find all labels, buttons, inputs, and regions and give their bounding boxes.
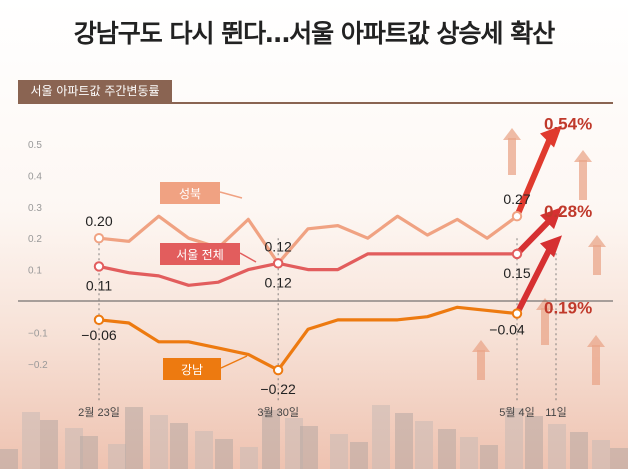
skyline-building — [415, 421, 433, 469]
up-arrow — [593, 245, 601, 275]
subtitle-rule — [18, 102, 613, 104]
legend-seongbuk-box — [160, 182, 220, 204]
skyline-building — [0, 449, 18, 469]
y-tick-label: −0.1 — [28, 328, 48, 339]
skyline-building — [350, 442, 368, 469]
skyline-building — [170, 423, 188, 469]
up-arrow-head — [503, 128, 521, 140]
skyline-building — [125, 407, 143, 469]
series-jump-arrow — [514, 245, 553, 317]
skyline-building — [65, 428, 83, 469]
data-label: 0.19% — [544, 298, 592, 317]
data-label: 0.54% — [544, 114, 592, 133]
up-arrow — [508, 138, 516, 175]
y-tick-label: 0.2 — [28, 234, 42, 245]
data-point — [93, 233, 105, 244]
up-arrow — [541, 308, 549, 345]
series-jump-arrowhead — [540, 207, 562, 230]
series-line — [98, 214, 518, 265]
up-arrow-head — [574, 150, 592, 162]
skyline-building — [372, 405, 390, 469]
skyline-building — [525, 416, 543, 469]
series-line — [98, 305, 518, 372]
skyline-building — [215, 439, 233, 469]
series-jump-arrowhead — [540, 235, 562, 258]
skyline-building — [610, 448, 628, 469]
up-arrow-head — [536, 298, 554, 310]
y-tick-label: 0.4 — [28, 171, 42, 182]
legend-seoul-box — [160, 243, 240, 265]
legend-gangnam-label: 강남 — [181, 363, 203, 377]
skyline-building — [22, 412, 40, 469]
data-point — [93, 261, 105, 272]
x-tick-label: 5월 4일 — [499, 405, 535, 419]
data-label: 0.28% — [544, 202, 592, 221]
data-label: −0.06 — [81, 327, 117, 343]
up-arrow-head — [472, 340, 490, 352]
data-point — [272, 258, 284, 269]
data-point — [511, 248, 523, 260]
skyline-building — [438, 429, 456, 469]
skyline-building — [240, 447, 258, 469]
data-label: 0.12 — [265, 274, 292, 290]
skyline-building — [108, 444, 126, 469]
data-label: −0.04 — [489, 322, 525, 338]
y-tick-label: −0.2 — [28, 360, 48, 371]
skyline-building — [285, 418, 303, 469]
y-tick-label: 0.5 — [28, 140, 42, 151]
legend-seongbuk-label: 성북 — [179, 187, 201, 201]
skyline-building — [460, 437, 478, 469]
y-tick-label: 0.3 — [28, 203, 42, 214]
skyline-building — [80, 436, 98, 469]
data-label: 0.20 — [85, 213, 112, 229]
y-tick-label: 0.1 — [28, 266, 42, 277]
up-arrow-head — [587, 335, 605, 347]
skyline-building — [40, 420, 58, 469]
data-point — [511, 308, 523, 319]
data-label: 0.27 — [503, 191, 530, 207]
x-tick-label: 3월 30일 — [257, 405, 299, 419]
data-point — [511, 211, 523, 222]
legend-gangnam-box — [163, 358, 221, 380]
up-arrow-head — [588, 235, 606, 247]
series-jump-arrow — [514, 217, 553, 257]
series-jump-arrowhead — [540, 125, 562, 148]
chart-title: 강남구도 다시 뛴다…서울 아파트값 상승세 확산 — [73, 19, 556, 48]
data-label: −0.22 — [260, 381, 296, 397]
legend-gangnam-pointer — [220, 355, 248, 369]
skyline-building — [480, 445, 498, 469]
data-point — [93, 314, 105, 326]
legend-seongbuk-pointer — [219, 191, 243, 199]
skyline-building — [505, 408, 523, 469]
skyline-building — [195, 431, 213, 469]
series-line — [98, 252, 517, 287]
skyline-building — [570, 432, 588, 469]
skyline-building — [548, 424, 566, 469]
skyline-building — [262, 410, 280, 469]
legend-seoul-label: 서울 전체 — [176, 248, 224, 262]
legend-seoul-pointer — [239, 252, 257, 263]
up-arrow — [592, 345, 600, 385]
skyline-building — [150, 415, 168, 469]
series-jump-arrow — [514, 135, 553, 220]
up-arrow — [579, 160, 587, 200]
data-point — [272, 364, 284, 376]
skyline-building — [330, 434, 348, 469]
up-arrow — [477, 350, 485, 380]
data-label: 0.15 — [503, 265, 530, 281]
skyline-building — [592, 440, 610, 469]
chart-subtitle: 서울 아파트값 주간변동률 — [18, 80, 172, 102]
skyline-building — [300, 426, 318, 469]
x-tick-label: 2월 23일 — [78, 405, 120, 419]
skyline-building — [395, 413, 413, 469]
x-tick-label: 11일 — [545, 405, 567, 419]
data-label: 0.12 — [265, 238, 292, 254]
data-label: 0.11 — [86, 277, 112, 293]
